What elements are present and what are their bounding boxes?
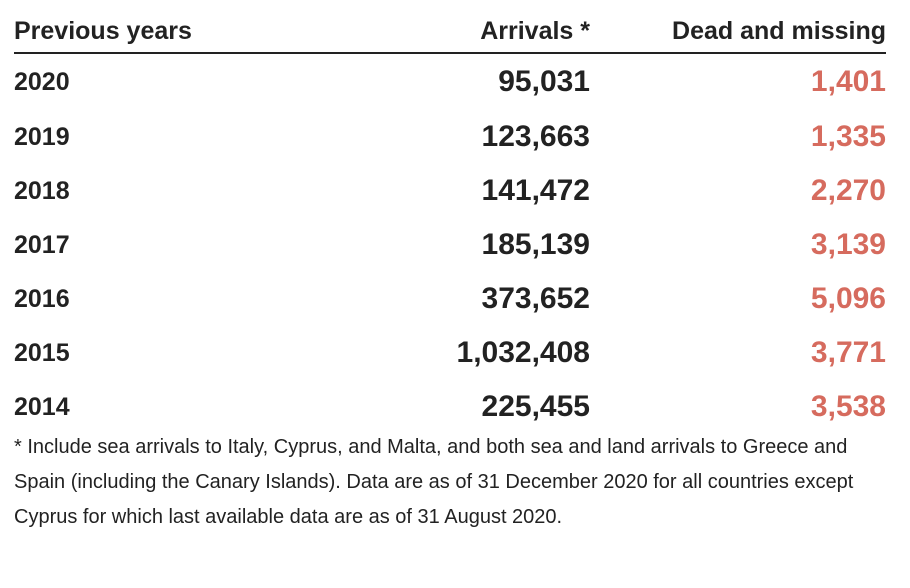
arrivals-cell: 225,455	[481, 390, 590, 423]
column-header-arrivals: Arrivals *	[414, 8, 590, 54]
arrivals-table: Previous years Arrivals * Dead and missi…	[14, 8, 886, 434]
dead-missing-cell: 3,139	[810, 228, 886, 261]
arrivals-cell: 373,652	[481, 282, 590, 315]
arrivals-cell: 185,139	[481, 228, 590, 261]
table-row: 2018 141,472 2,270	[14, 164, 886, 218]
table-row: 2019 123,663 1,335	[14, 110, 886, 164]
column-header-year: Previous years	[14, 8, 414, 54]
dead-missing-cell: 1,335	[810, 120, 886, 153]
year-cell: 2018	[14, 176, 70, 205]
table-row: 2020 95,031 1,401	[14, 53, 886, 110]
arrivals-cell: 141,472	[481, 174, 590, 207]
table-row: 2017 185,139 3,139	[14, 218, 886, 272]
dead-missing-cell: 2,270	[810, 174, 886, 207]
footnote: * Include sea arrivals to Italy, Cyprus,…	[14, 436, 854, 528]
year-cell: 2020	[14, 67, 70, 96]
year-cell: 2015	[14, 338, 70, 367]
year-cell: 2014	[14, 392, 70, 421]
table-row: 2015 1,032,408 3,771	[14, 326, 886, 380]
column-header-dead-missing: Dead and missing	[590, 8, 886, 54]
dead-missing-cell: 3,771	[810, 336, 886, 369]
year-cell: 2019	[14, 122, 70, 151]
dead-missing-cell: 3,538	[810, 390, 886, 423]
arrivals-cell: 1,032,408	[456, 336, 590, 369]
year-cell: 2016	[14, 284, 70, 313]
table-row: 2016 373,652 5,096	[14, 272, 886, 326]
arrivals-cell: 95,031	[498, 65, 590, 98]
dead-missing-cell: 5,096	[810, 282, 886, 315]
arrivals-cell: 123,663	[481, 120, 590, 153]
dead-missing-cell: 1,401	[810, 65, 886, 98]
year-cell: 2017	[14, 230, 70, 259]
table-row: 2014 225,455 3,538	[14, 380, 886, 434]
table-header-row: Previous years Arrivals * Dead and missi…	[14, 8, 886, 54]
